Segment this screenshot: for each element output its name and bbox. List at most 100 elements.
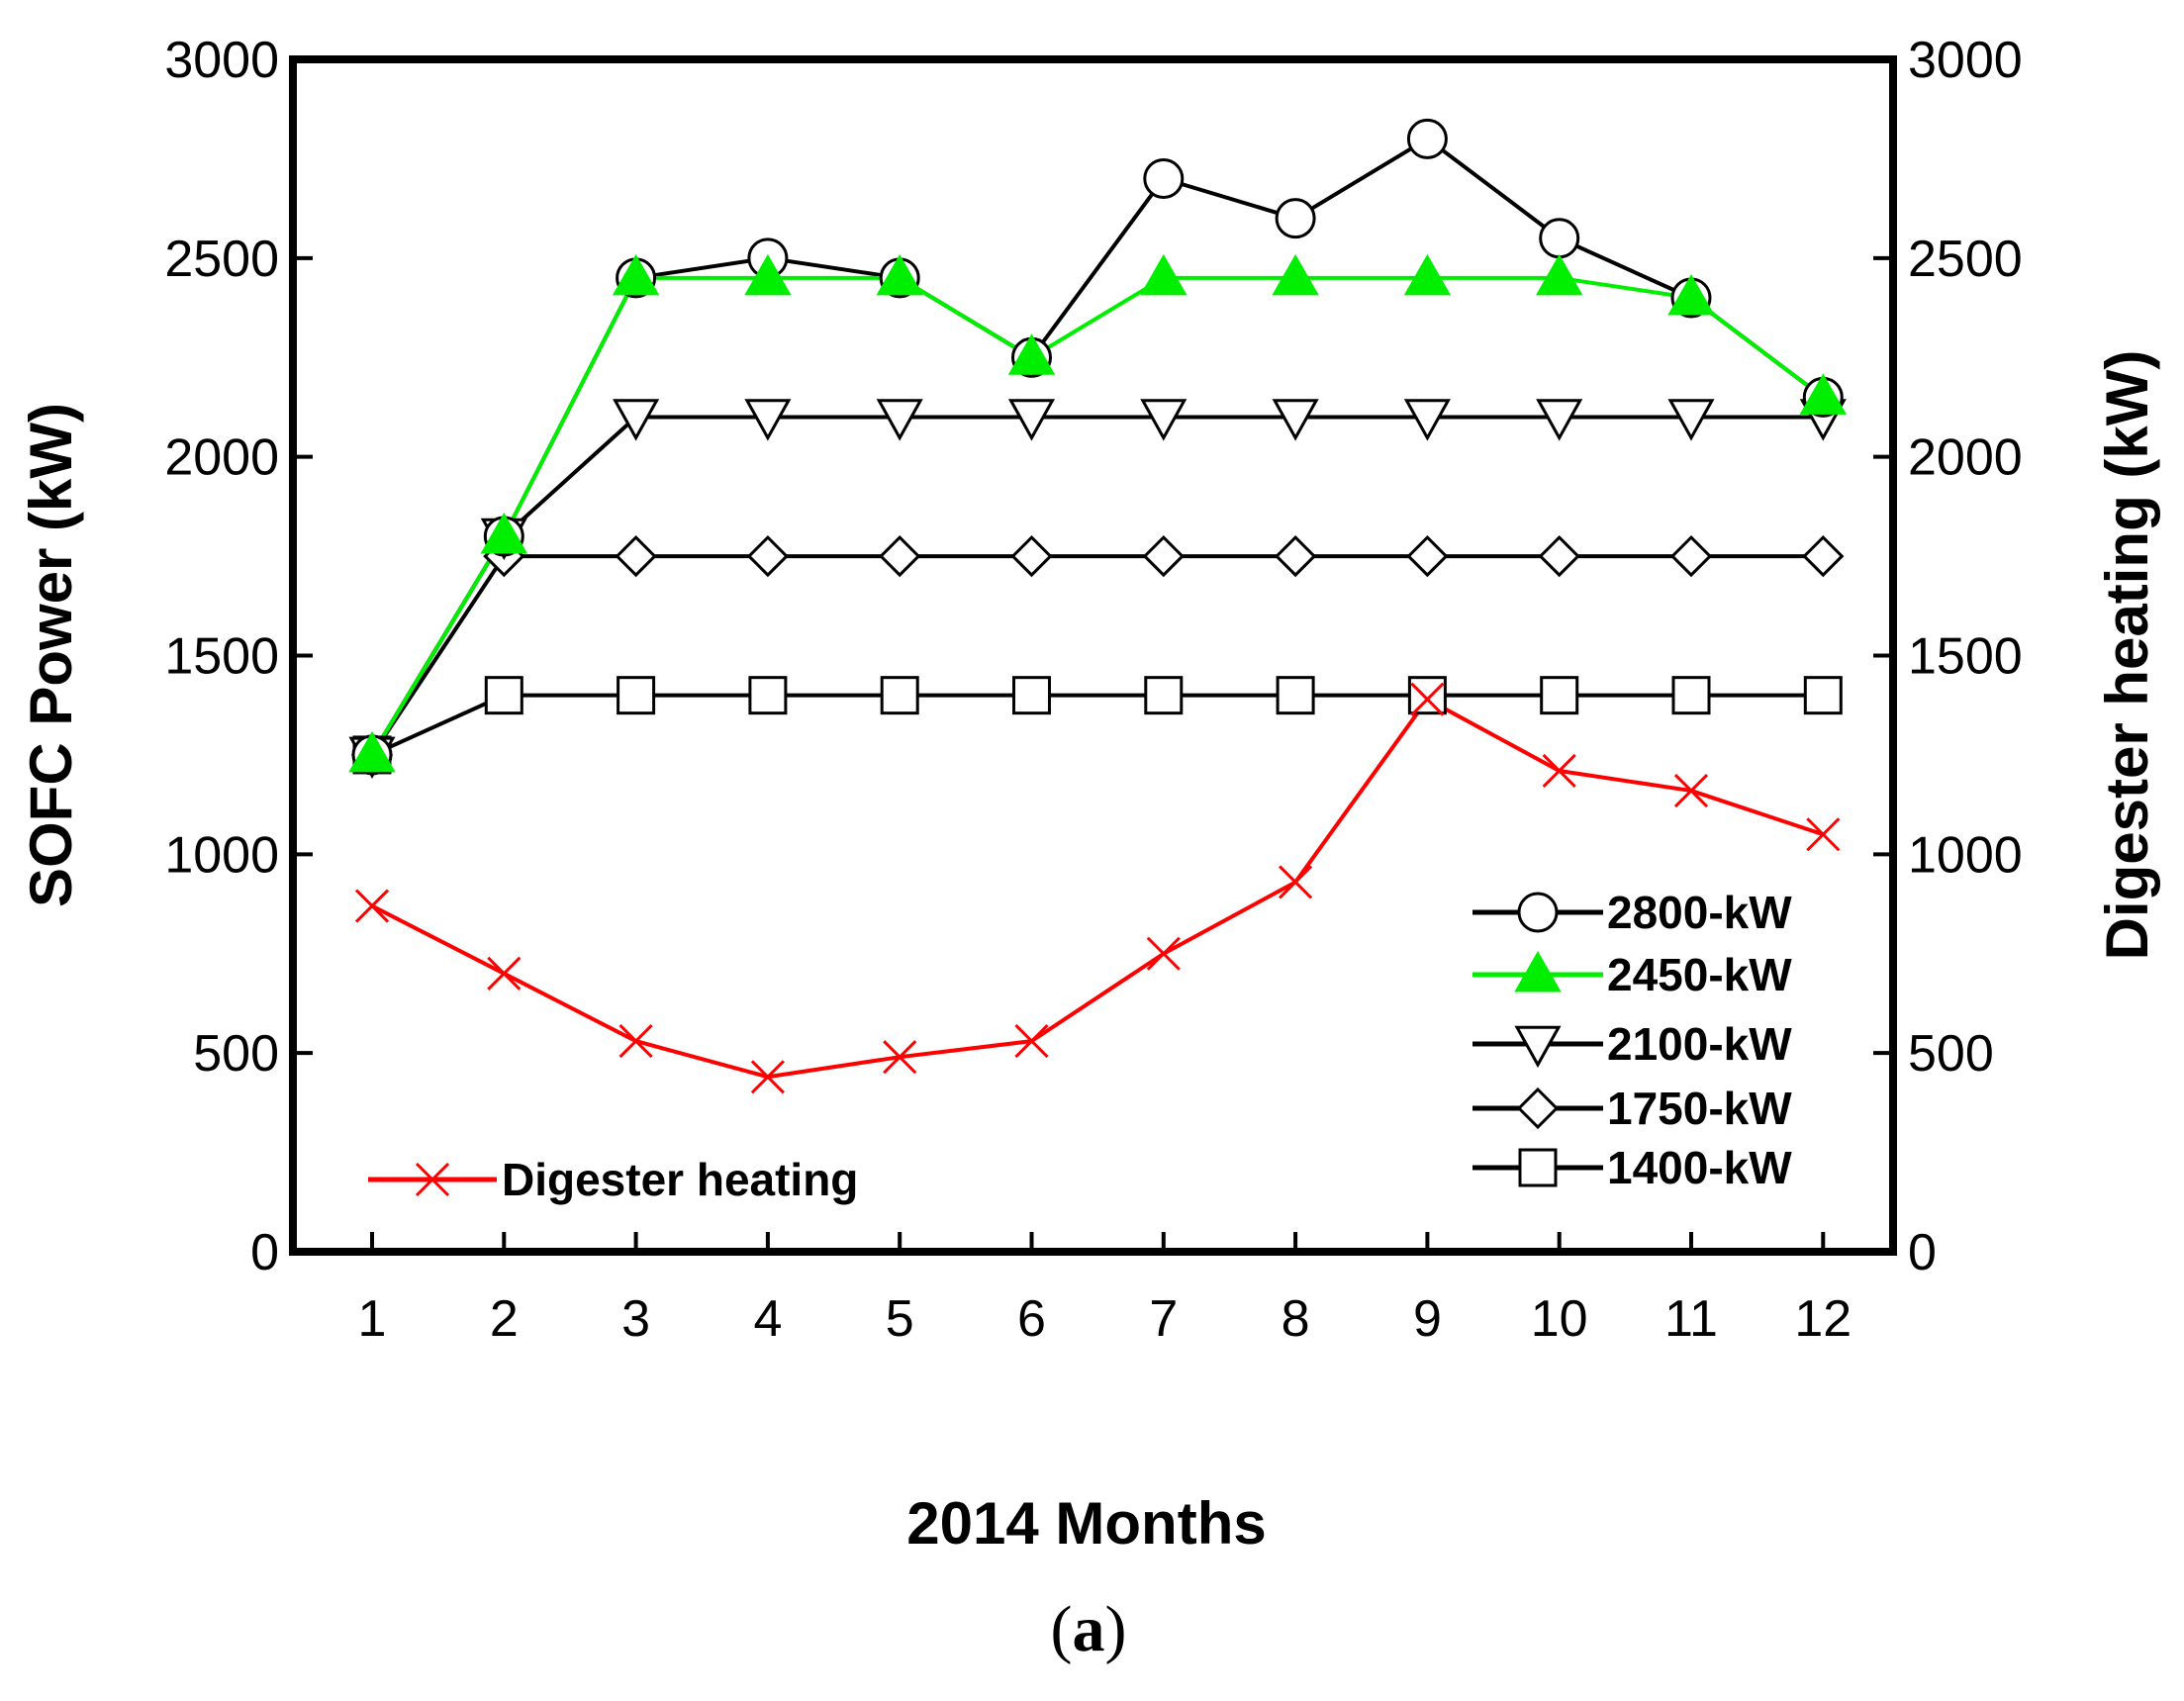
series-line-2800-kw bbox=[370, 137, 1825, 756]
data-point-1750-kw bbox=[1010, 534, 1053, 578]
data-point-1400-kw bbox=[1407, 676, 1447, 715]
data-point-1400-kw bbox=[617, 676, 656, 715]
data-point-2100-kw bbox=[1272, 399, 1319, 441]
data-point-1750-kw bbox=[1142, 534, 1185, 578]
data-point-2450-kw bbox=[480, 512, 528, 554]
data-point-1400-kw bbox=[1540, 676, 1579, 715]
caption-close: ) bbox=[1105, 1593, 1127, 1665]
x-tick-label: 6 bbox=[1017, 1290, 1046, 1348]
y-tick-label: 1500 bbox=[164, 628, 279, 686]
series-markers bbox=[348, 118, 1848, 1094]
data-point-2100-kw bbox=[744, 399, 792, 441]
data-point-2450-kw bbox=[1272, 253, 1319, 296]
y2-tick-label: 500 bbox=[1908, 1025, 1994, 1083]
legend-label: 1750-kW bbox=[1607, 1083, 1792, 1134]
data-point-digester-heating bbox=[1542, 753, 1576, 789]
data-point-digester-heating bbox=[618, 1024, 653, 1059]
legend-marker bbox=[1514, 1025, 1562, 1069]
data-point-1400-kw bbox=[484, 676, 523, 715]
y-tick-labels: 0 500 1000 1500 2000 2500 3000 bbox=[164, 32, 279, 1281]
data-point-2450-kw bbox=[744, 253, 792, 296]
data-point-2450-kw bbox=[1667, 273, 1715, 316]
y-tick-label: 3000 bbox=[164, 32, 279, 89]
caption-open: ( bbox=[1051, 1593, 1073, 1665]
x-tick-label: 5 bbox=[886, 1290, 914, 1348]
data-point-1750-kw bbox=[746, 534, 790, 578]
y2-tick-label: 0 bbox=[1908, 1224, 1937, 1281]
data-point-2450-kw bbox=[1007, 333, 1056, 375]
x-tick-label: 8 bbox=[1282, 1290, 1310, 1348]
legend-label: Digester heating bbox=[502, 1154, 858, 1205]
data-point-1750-kw bbox=[1406, 534, 1449, 578]
y-tick-label: 2500 bbox=[164, 231, 279, 288]
y-axis-title: SOFC Power (kW) bbox=[18, 403, 84, 907]
data-point-digester-heating bbox=[1146, 936, 1181, 971]
y2-tick-label: 3000 bbox=[1908, 32, 2023, 89]
x-tick-label: 2 bbox=[490, 1290, 519, 1348]
legend-marker bbox=[1514, 950, 1562, 992]
data-point-1400-kw bbox=[1671, 676, 1711, 715]
data-point-2100-kw bbox=[613, 399, 660, 441]
y-tick-label: 1000 bbox=[164, 826, 279, 884]
data-point-2100-kw bbox=[1667, 399, 1715, 441]
data-point-2800-kw bbox=[1539, 218, 1580, 259]
data-point-1750-kw bbox=[1802, 534, 1845, 578]
legend-marker bbox=[1518, 1148, 1558, 1187]
data-point-1400-kw bbox=[1144, 676, 1184, 715]
x-tick-label: 9 bbox=[1413, 1290, 1442, 1348]
figure-caption: (a) bbox=[1051, 1593, 1127, 1665]
axis-ticks bbox=[293, 57, 1893, 1254]
caption-letter: a bbox=[1073, 1593, 1105, 1665]
y-tick-label: 0 bbox=[250, 1224, 279, 1281]
data-point-1400-kw bbox=[1276, 676, 1315, 715]
data-point-1750-kw bbox=[1274, 534, 1317, 578]
series-line-2100-kw bbox=[370, 415, 1824, 756]
plot-frame bbox=[289, 55, 1897, 1256]
data-point-2450-kw bbox=[1535, 253, 1583, 296]
y-tick-label: 500 bbox=[193, 1025, 279, 1083]
x-tick-label: 10 bbox=[1531, 1290, 1588, 1348]
data-point-digester-heating bbox=[354, 889, 390, 923]
data-point-1400-kw bbox=[1803, 676, 1843, 715]
x-tick-label: 1 bbox=[358, 1290, 387, 1348]
data-point-digester-heating bbox=[1673, 774, 1709, 808]
data-point-1750-kw bbox=[1538, 534, 1580, 578]
data-point-digester-heating bbox=[487, 956, 522, 991]
x-axis-title: 2014 Months bbox=[906, 1490, 1266, 1557]
legend-label: 2100-kW bbox=[1607, 1018, 1792, 1070]
legend-marker bbox=[415, 1162, 450, 1197]
data-point-digester-heating bbox=[1014, 1024, 1049, 1059]
legend-label: 2450-kW bbox=[1607, 949, 1792, 1000]
data-point-2450-kw bbox=[1140, 253, 1187, 296]
data-point-2100-kw bbox=[876, 399, 923, 441]
data-point-1750-kw bbox=[879, 534, 921, 578]
data-point-digester-heating bbox=[750, 1060, 785, 1094]
data-point-2100-kw bbox=[1007, 399, 1056, 441]
series-lines bbox=[370, 137, 1825, 1080]
data-point-2100-kw bbox=[1403, 399, 1451, 441]
x-tick-label: 11 bbox=[1664, 1290, 1718, 1348]
data-point-1750-kw bbox=[1669, 534, 1713, 578]
data-point-digester-heating bbox=[1806, 817, 1841, 852]
x-tick-label: 12 bbox=[1794, 1290, 1852, 1348]
data-point-2100-kw bbox=[1140, 399, 1187, 441]
x-tick-label: 4 bbox=[753, 1290, 782, 1348]
series-line-1400-kw bbox=[371, 693, 1824, 757]
data-point-1400-kw bbox=[748, 676, 788, 715]
y2-tick-label: 1500 bbox=[1908, 628, 2023, 686]
y2-axis-title: Digester heating (kW) bbox=[2094, 350, 2160, 961]
y-tick-label: 2000 bbox=[164, 429, 279, 487]
data-point-2800-kw bbox=[1275, 198, 1316, 239]
legend-marker bbox=[1517, 892, 1559, 933]
y2-tick-label: 2500 bbox=[1908, 231, 2023, 288]
y2-tick-label: 2000 bbox=[1908, 429, 2023, 487]
data-point-digester-heating bbox=[1410, 682, 1445, 716]
data-point-2450-kw bbox=[1403, 253, 1452, 296]
x-tick-labels: 1 2 3 4 5 6 7 8 9 10 11 12 bbox=[358, 1290, 1852, 1348]
y2-tick-labels: 0 500 1000 1500 2000 2500 3000 bbox=[1908, 32, 2023, 1281]
data-point-digester-heating bbox=[1279, 865, 1313, 899]
data-point-2450-kw bbox=[612, 253, 660, 296]
data-point-2100-kw bbox=[1536, 399, 1583, 441]
x-tick-label: 7 bbox=[1149, 1290, 1178, 1348]
